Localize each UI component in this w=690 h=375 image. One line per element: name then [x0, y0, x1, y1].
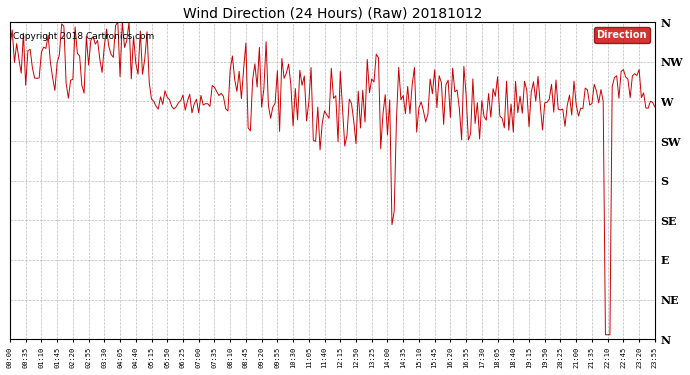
Legend: Direction: Direction [593, 27, 650, 43]
Text: Copyright 2018 Cartronics.com: Copyright 2018 Cartronics.com [13, 32, 155, 40]
Title: Wind Direction (24 Hours) (Raw) 20181012: Wind Direction (24 Hours) (Raw) 20181012 [183, 7, 482, 21]
